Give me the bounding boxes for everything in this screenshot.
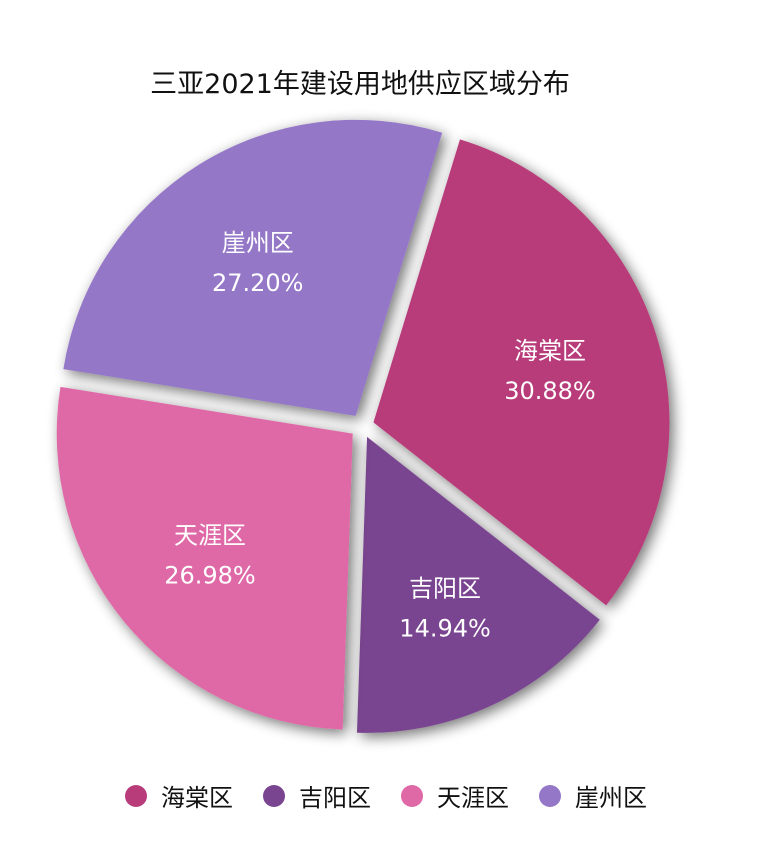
- legend-item: 吉阳区: [263, 778, 371, 813]
- legend: 海棠区 吉阳区 天涯区 崖州区: [0, 778, 772, 813]
- slice-value-label: 26.98%: [164, 561, 256, 589]
- pie-slice: [63, 119, 443, 416]
- legend-item: 崖州区: [539, 778, 647, 813]
- slice-category-label: 海棠区: [514, 337, 586, 365]
- pie-slice: [373, 139, 670, 606]
- slice-value-label: 27.20%: [212, 269, 304, 297]
- legend-label: 天涯区: [437, 784, 509, 812]
- legend-label: 海棠区: [161, 784, 233, 812]
- legend-item: 海棠区: [125, 778, 233, 813]
- legend-item: 天涯区: [401, 778, 509, 813]
- slice-category-label: 天涯区: [174, 521, 246, 549]
- legend-swatch: [263, 784, 285, 807]
- pie-slice: [356, 436, 600, 733]
- legend-label: 崖州区: [575, 784, 647, 812]
- slice-value-label: 14.94%: [399, 615, 491, 643]
- legend-label: 吉阳区: [299, 784, 371, 812]
- slice-value-label: 30.88%: [504, 377, 596, 405]
- slice-category-label: 崖州区: [222, 229, 294, 257]
- chart-title: 三亚2021年建设用地供应区域分布: [150, 69, 570, 100]
- slice-category-label: 吉阳区: [409, 575, 481, 603]
- legend-swatch: [401, 784, 423, 807]
- legend-swatch: [539, 784, 561, 807]
- legend-swatch: [125, 784, 147, 807]
- pie-slice: [56, 386, 353, 730]
